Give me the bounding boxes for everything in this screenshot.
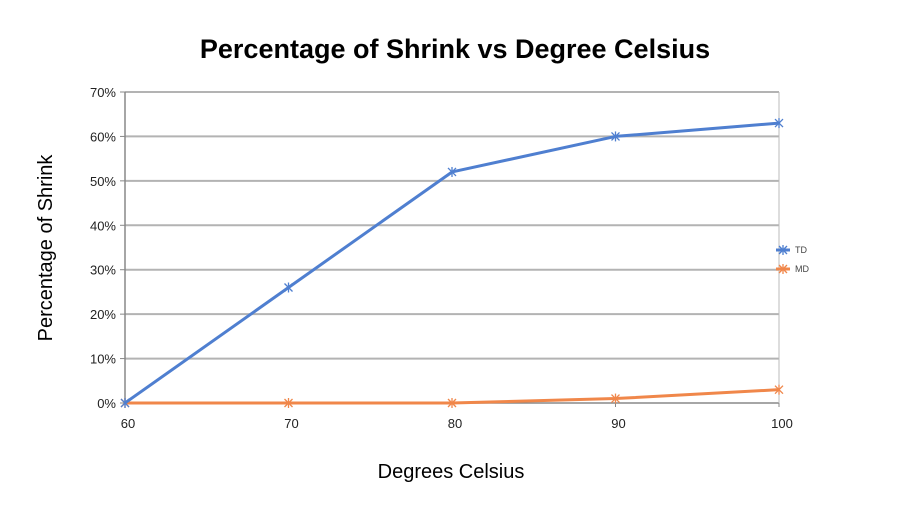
- series-line-td: [124, 121, 780, 405]
- x-axis-title: Degrees Celsius: [378, 461, 525, 483]
- data-point-td: [284, 282, 293, 293]
- x-tick-label: 80: [448, 416, 462, 431]
- data-point-md: [447, 398, 457, 408]
- legend-label-md: MD: [795, 264, 809, 274]
- y-tick-label: 40%: [90, 218, 116, 233]
- x-tick-label: 100: [771, 416, 793, 431]
- chart-title: Percentage of Shrink vs Degree Celsius: [200, 34, 710, 64]
- y-tick-label: 0%: [97, 396, 116, 411]
- legend: TD MD: [776, 245, 809, 274]
- data-point-md: [774, 384, 784, 395]
- series-lines: [120, 118, 784, 408]
- y-tick-label: 10%: [90, 352, 116, 367]
- data-point-td: [120, 398, 130, 408]
- y-axis-title: Percentage of Shrink: [35, 154, 57, 342]
- legend-marker-md: [778, 264, 788, 274]
- data-point-td: [611, 131, 620, 142]
- data-point-md: [284, 398, 293, 408]
- legend-marker-td: [778, 245, 788, 255]
- y-tick-label: 30%: [90, 263, 116, 278]
- x-tick-labels: 60 70 80 90 100: [121, 416, 793, 431]
- y-tick-label: 60%: [90, 129, 116, 144]
- data-point-td: [774, 118, 784, 129]
- y-tick-labels: 0% 10% 20% 30% 40% 50% 60% 70%: [90, 85, 116, 411]
- y-tick-label: 50%: [90, 174, 116, 189]
- y-tick-label: 20%: [90, 307, 116, 322]
- grid-lines: [125, 91, 779, 360]
- x-tick-label: 90: [611, 416, 625, 431]
- y-tick-label: 70%: [90, 85, 116, 100]
- data-point-md: [611, 393, 620, 404]
- x-tick-label: 70: [284, 416, 298, 431]
- x-tick-label: 60: [121, 416, 135, 431]
- data-point-td: [447, 166, 457, 177]
- legend-label-td: TD: [795, 245, 807, 255]
- axes: [120, 91, 780, 407]
